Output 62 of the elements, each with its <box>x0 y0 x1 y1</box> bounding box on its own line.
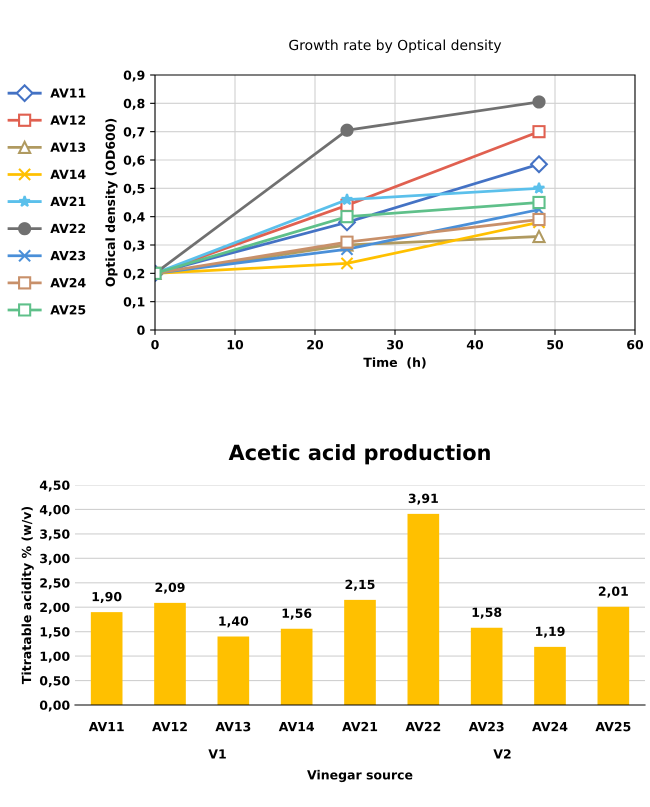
data-label: 1,58 <box>472 608 502 619</box>
y-tick-label: 2,00 <box>40 602 70 614</box>
y-tick-label: 4,50 <box>40 480 70 492</box>
legend-label: AV23 <box>50 250 86 260</box>
y-axis-title: Optical density (OD600) <box>105 118 118 287</box>
data-label: 2,09 <box>156 582 185 594</box>
y-tick-label: 3,50 <box>40 529 70 540</box>
legend-label: AV21 <box>50 196 86 206</box>
data-label: 3,91 <box>408 494 438 505</box>
data-label: 1,19 <box>536 626 565 638</box>
text: V1 <box>208 749 226 758</box>
x-tick-label: AV23 <box>468 722 504 732</box>
x-axis-title: Vinegar source <box>307 770 412 782</box>
x-tick-label: AV13 <box>215 722 250 732</box>
y-tick-label: 0,7 <box>124 127 144 138</box>
y-tick-label: 0 <box>137 325 145 335</box>
y-tick-label: 0,50 <box>40 676 70 688</box>
y-tick-label: 0,00 <box>40 700 70 712</box>
data-label: 2,15 <box>346 580 375 591</box>
x-tick-label: AV12 <box>152 722 187 732</box>
x-tick-label: AV21 <box>342 722 378 732</box>
x-tick-label: AV11 <box>88 722 124 732</box>
legend-label: AV22 <box>50 224 86 234</box>
legend-label: AV12 <box>50 115 86 125</box>
legend-label: AV25 <box>50 305 86 315</box>
data-label: 2,01 <box>598 586 628 598</box>
x-axis-title: Time (h) <box>363 357 426 369</box>
y-tick-label: 0,4 <box>124 212 145 224</box>
legend-label: AV14 <box>50 170 86 179</box>
x-tick-label: 40 <box>466 340 484 350</box>
x-tick-label: AV25 <box>595 722 630 732</box>
y-tick-label: 3,00 <box>40 554 70 565</box>
legend-label: AV24 <box>50 278 86 288</box>
y-tick-label: 0,5 <box>124 184 144 195</box>
chart-title: Acetic acid production <box>228 444 490 464</box>
x-tick-label: AV22 <box>405 722 440 732</box>
y-tick-label: 0,3 <box>124 240 144 252</box>
y-tick-label: 4,00 <box>40 504 70 516</box>
data-label: 1,90 <box>92 592 122 603</box>
text: V2 <box>493 749 511 758</box>
data-label: 1,40 <box>219 616 248 628</box>
legend-label: AV13 <box>50 142 86 152</box>
x-tick-label: 50 <box>547 340 564 350</box>
chart-title: Growth rate by Optical density <box>289 39 502 53</box>
y-tick-label: 0,1 <box>124 297 144 308</box>
x-tick-label: 20 <box>307 340 324 350</box>
y-tick-label: 0,6 <box>124 155 145 167</box>
x-tick-label: AV14 <box>278 722 314 732</box>
y-tick-label: 0,2 <box>124 268 144 280</box>
data-label: 1,56 <box>282 608 312 620</box>
x-tick-label: 10 <box>228 340 244 350</box>
y-tick-label: 0,8 <box>124 98 145 110</box>
legend-label: AV11 <box>50 88 86 98</box>
y-tick-label: 1,50 <box>40 627 70 638</box>
y-tick-label: 2,50 <box>40 578 70 590</box>
y-tick-label: 1,00 <box>40 652 70 663</box>
x-tick-label: AV24 <box>532 722 568 732</box>
y-tick-label: 0,9 <box>124 70 144 82</box>
x-tick-label: 60 <box>627 340 644 350</box>
y-axis-title: Titratable acidity % (w/v) <box>22 506 34 684</box>
x-tick-label: 0 <box>151 340 159 350</box>
x-tick-label: 30 <box>387 340 404 350</box>
